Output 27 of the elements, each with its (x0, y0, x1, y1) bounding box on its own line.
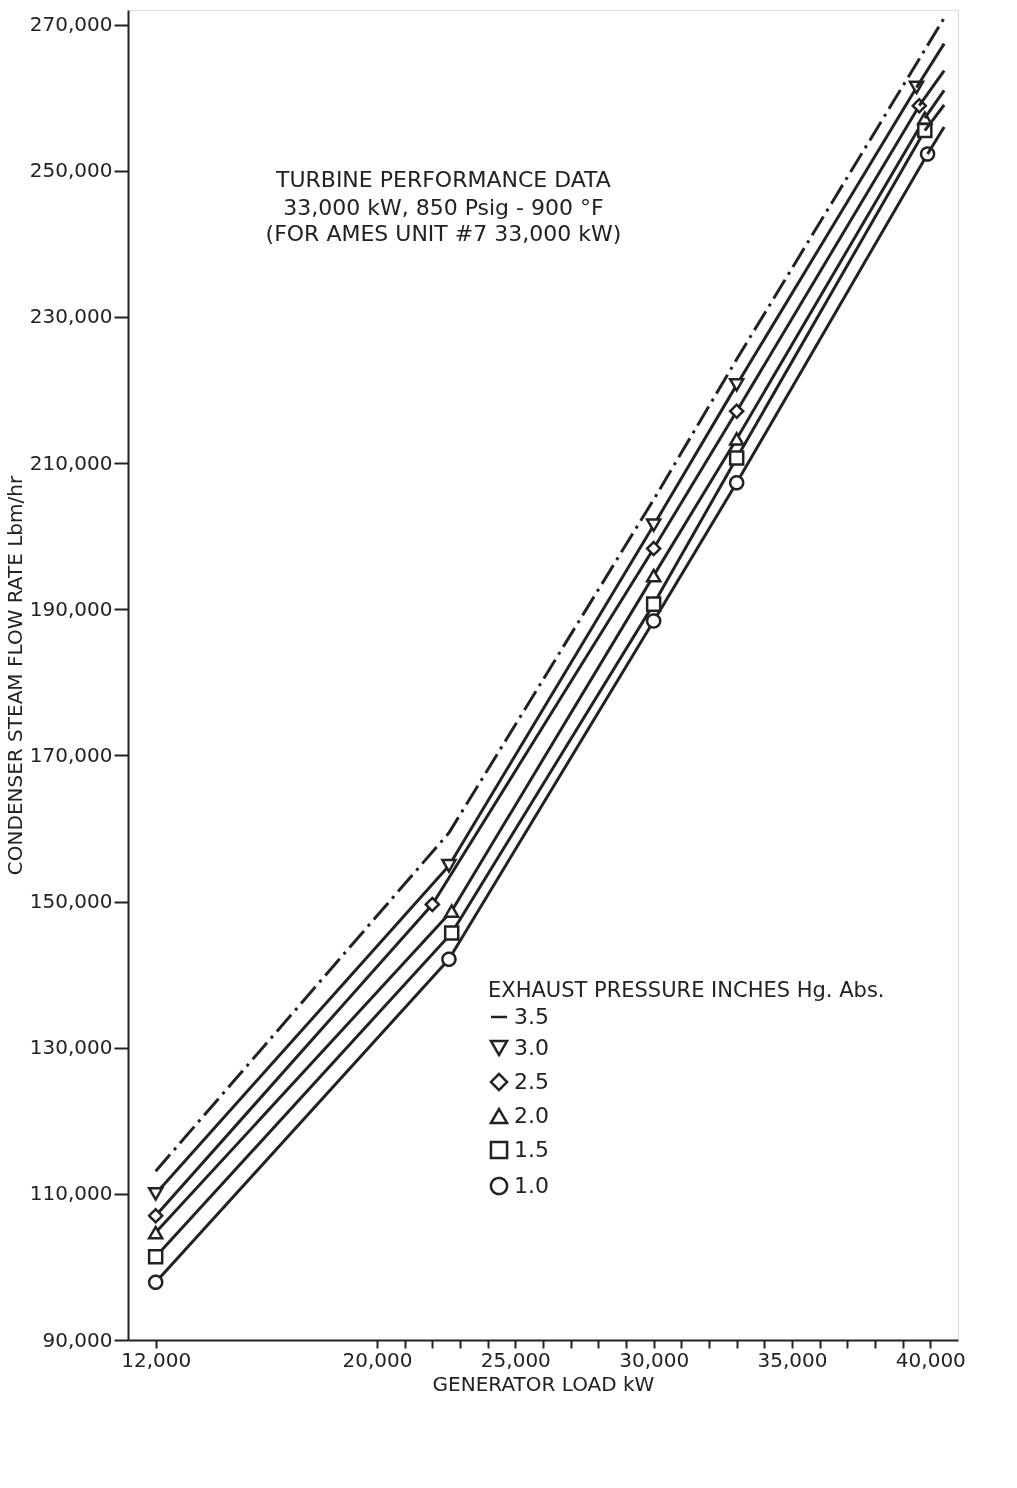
y-tick-label: 250,000 (29, 158, 113, 183)
x-tick-label: 20,000 (342, 1347, 413, 1372)
x-tick-label: 25,000 (480, 1347, 551, 1372)
y-tick-label: 130,000 (29, 1035, 113, 1060)
text: TURBINE PERFORMANCE DATA (274, 167, 611, 192)
y-tick-label: 210,000 (29, 450, 113, 475)
legend-title: EXHAUST PRESSURE INCHES Hg. Abs. (488, 978, 885, 1002)
legend-label: 1.5 (514, 1137, 549, 1162)
y-axis-title: CONDENSER STEAM FLOW RATE Lbm/hr (2, 475, 27, 876)
x-tick-label: 35,000 (757, 1347, 828, 1372)
y-tick-label: 150,000 (29, 889, 113, 914)
legend-label: 2.0 (514, 1103, 549, 1128)
x-tick-label: 30,000 (619, 1347, 690, 1372)
y-tick-label: 270,000 (29, 12, 113, 37)
legend-label: 3.5 (514, 1004, 549, 1029)
y-tick-label: 90,000 (42, 1327, 113, 1352)
legend-label: 1.0 (514, 1173, 549, 1198)
legend-label: 3.0 (514, 1035, 549, 1060)
legend-label: 2.5 (514, 1069, 549, 1094)
x-tick-label: 12,000 (121, 1347, 192, 1372)
y-tick-label: 110,000 (29, 1181, 113, 1206)
x-axis-title: GENERATOR LOAD kW (432, 1371, 655, 1396)
y-tick-label: 230,000 (29, 304, 113, 329)
y-tick-label: 170,000 (29, 742, 113, 767)
y-tick-label: 190,000 (29, 596, 113, 621)
x-tick-label: 40,000 (895, 1347, 966, 1372)
text: 33,000 kW, 850 Psig - 900 °F (FOR AMES UNIT #7 33,000 kW) (265, 195, 622, 246)
